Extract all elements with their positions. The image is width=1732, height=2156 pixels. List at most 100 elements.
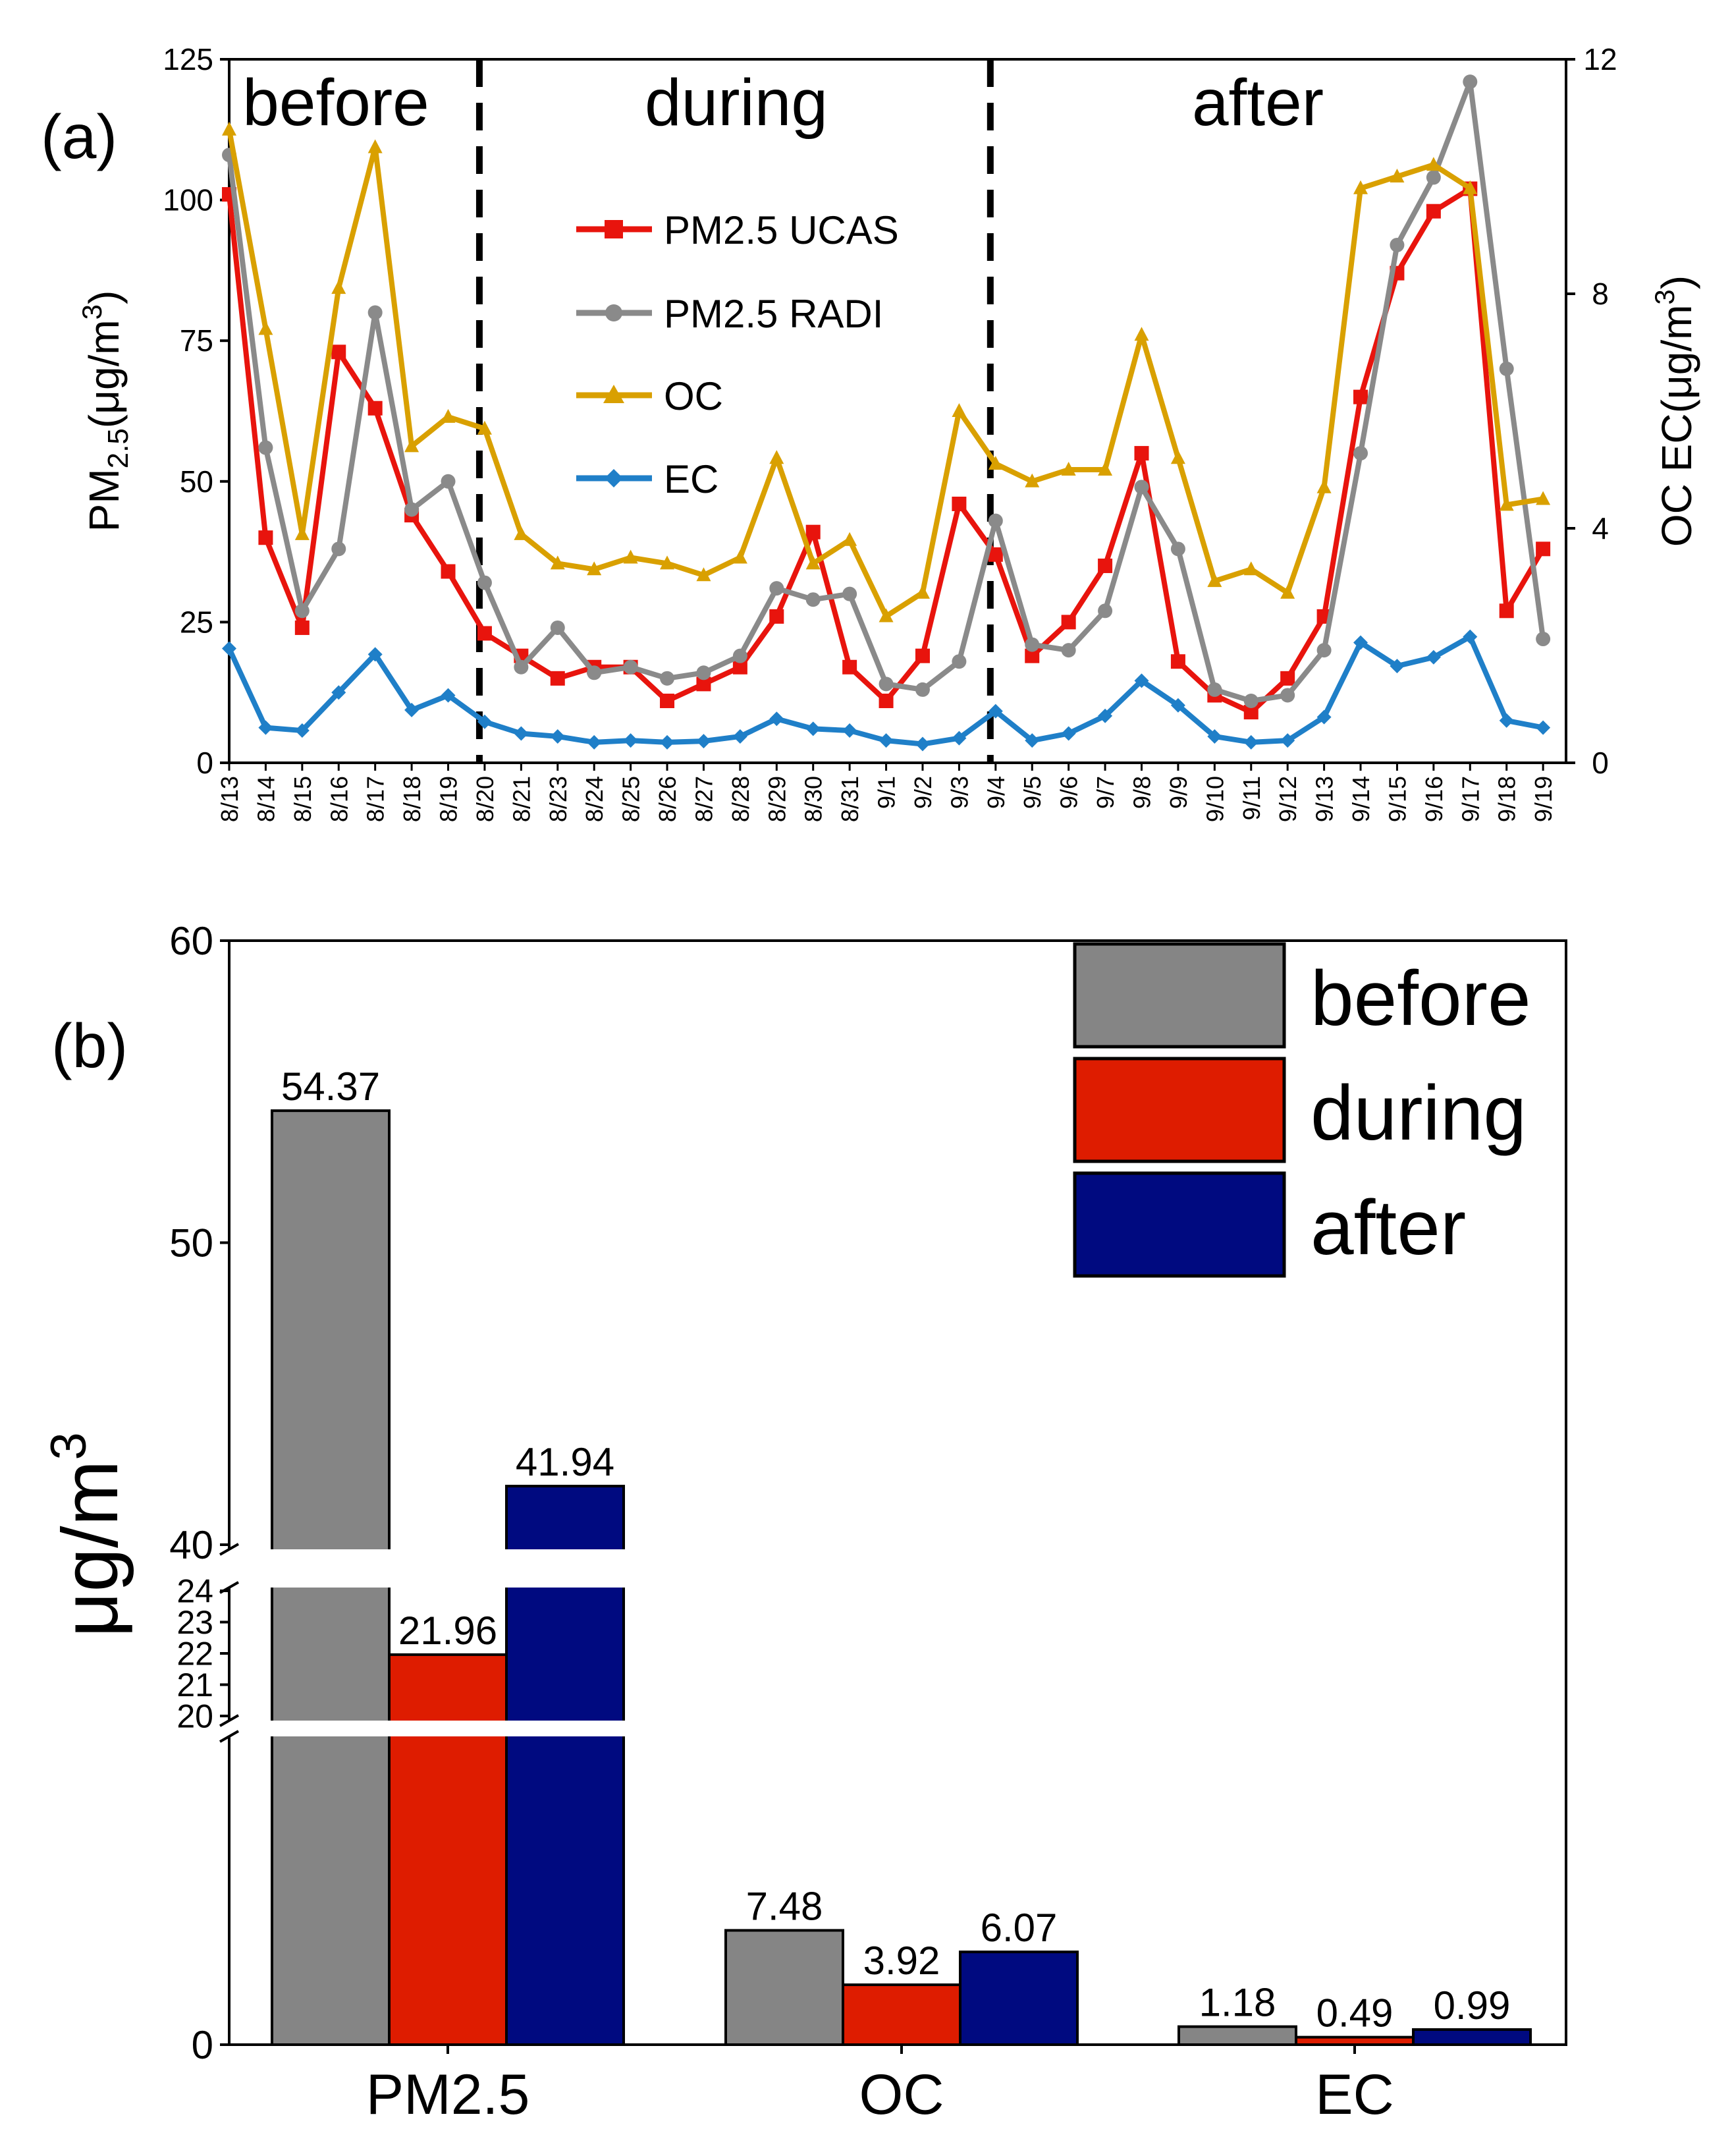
y-tick-label: 20	[176, 1698, 213, 1735]
data-point	[1353, 389, 1368, 404]
panel-b-category-labels: PM2.5 OC EC	[366, 2045, 1394, 2126]
data-point	[1353, 180, 1368, 194]
data-point	[660, 555, 675, 570]
data-point	[1316, 709, 1332, 725]
data-point	[331, 541, 346, 557]
data-point	[258, 720, 273, 735]
left-tick-label: 125	[163, 42, 213, 76]
legend-entry-during: during	[1073, 1057, 1527, 1163]
data-point	[1207, 573, 1222, 588]
data-point	[1463, 629, 1478, 644]
data-point	[1134, 446, 1149, 461]
data-point	[222, 641, 236, 656]
data-label-before-ec: 1.18	[1199, 1981, 1276, 2025]
x-tick-label: 8/26	[654, 776, 681, 822]
data-point	[1499, 497, 1514, 511]
data-point	[1134, 327, 1149, 341]
data-point	[1061, 643, 1076, 658]
data-point	[660, 671, 675, 686]
data-point	[404, 438, 419, 453]
data-point	[258, 440, 273, 455]
data-point	[1170, 541, 1185, 557]
data-point	[441, 564, 456, 579]
x-tick-label: 8/19	[435, 776, 462, 822]
x-tick-label: 9/1	[873, 776, 900, 809]
data-point	[1170, 654, 1185, 669]
right-tick-label: 0	[1592, 746, 1609, 780]
data-label-during-ec: 0.49	[1316, 1991, 1394, 2035]
bar-during-ec	[1295, 2035, 1415, 2047]
data-point	[769, 609, 784, 624]
svg-text:OC: OC	[664, 374, 723, 418]
data-point	[1061, 462, 1076, 476]
x-tick-label: 9/8	[1129, 776, 1156, 809]
data-point	[587, 734, 602, 750]
panel-a-series	[222, 74, 1551, 752]
panel-a-label: (a)	[41, 102, 117, 172]
period-label-before: before	[242, 66, 429, 140]
data-point	[367, 647, 383, 662]
data-point	[842, 723, 857, 738]
x-tick-label: 8/17	[362, 776, 389, 822]
data-point	[514, 659, 529, 675]
x-tick-label: 8/25	[618, 776, 645, 822]
data-point	[477, 714, 492, 729]
y-tick-label: 24	[176, 1573, 213, 1610]
data-point	[1426, 204, 1441, 219]
bar-during-pm25	[388, 1653, 508, 2046]
x-tick-label: 9/10	[1201, 776, 1228, 822]
data-label-during-oc: 3.92	[863, 1939, 940, 1983]
data-label-after-pm25: 41.94	[516, 1440, 614, 1484]
data-point	[660, 734, 675, 750]
bar-during-oc	[842, 1983, 961, 2046]
axis-break-slash	[219, 1543, 239, 1556]
data-point	[1499, 361, 1514, 376]
data-point	[1025, 648, 1040, 663]
data-point	[1536, 541, 1551, 557]
data-point	[769, 581, 784, 596]
data-point	[1280, 688, 1295, 703]
data-point	[915, 648, 930, 663]
data-point	[660, 694, 675, 709]
panel-b-legend: before during after	[1073, 942, 1531, 1278]
data-point	[1170, 450, 1185, 464]
x-tick-label: 9/15	[1384, 776, 1411, 822]
data-point	[587, 561, 602, 576]
axis-break-marks	[219, 1543, 1345, 1743]
data-point	[1170, 698, 1185, 713]
data-point	[1536, 720, 1551, 735]
legend-entry-ec: EC	[576, 457, 718, 501]
data-point	[988, 547, 1003, 562]
data-point	[1426, 650, 1441, 665]
data-point	[1098, 708, 1113, 723]
legend-entry-after: after	[1073, 1171, 1466, 1278]
data-point	[294, 723, 310, 738]
period-label-during: during	[645, 66, 828, 140]
data-point	[623, 549, 638, 564]
x-tick-label: 9/18	[1494, 776, 1521, 822]
y-tick-label: 0	[192, 2023, 213, 2067]
data-point	[550, 729, 565, 744]
category-label-oc: OC	[859, 2063, 944, 2126]
axis-break-gap	[225, 1549, 1345, 1588]
data-point	[477, 420, 492, 435]
left-tick-label: 75	[180, 323, 213, 358]
data-point	[842, 586, 857, 601]
x-tick-label: 8/13	[216, 776, 243, 822]
data-point	[1426, 157, 1441, 171]
svg-text:PM2.5 UCAS: PM2.5 UCAS	[664, 208, 899, 252]
x-tick-label: 8/14	[252, 776, 279, 822]
data-point	[404, 502, 419, 517]
data-point	[1025, 733, 1040, 748]
data-point	[441, 688, 456, 703]
data-point	[331, 345, 346, 360]
x-tick-label: 9/19	[1530, 776, 1557, 822]
data-point	[696, 677, 711, 692]
x-tick-label: 8/21	[508, 776, 535, 822]
x-tick-label: 9/12	[1274, 776, 1301, 822]
data-point	[879, 694, 894, 709]
data-point	[1098, 558, 1113, 573]
right-tick-label: 4	[1592, 511, 1609, 545]
